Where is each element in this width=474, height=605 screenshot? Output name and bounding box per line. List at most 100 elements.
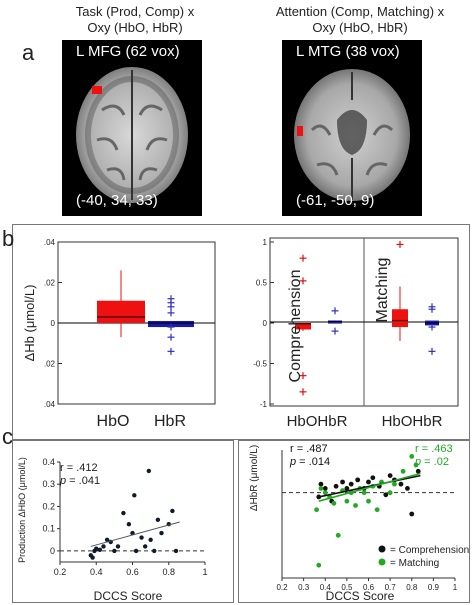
- xlabel-hbr: HbR: [154, 413, 186, 430]
- box-comp-hbo-outlier-2: [299, 372, 307, 380]
- box-hbr-outlier-2: [167, 303, 175, 311]
- scatter-right-comprehension-point-16: [398, 481, 404, 487]
- scatter-left-point-11: [126, 522, 132, 527]
- ytick-label-right-1: 0.5: [256, 279, 268, 288]
- xlabel-pair2: HbOHbR: [382, 413, 443, 430]
- legend-marker-comprehension: [378, 545, 386, 553]
- box-hbr-outlier-3: [167, 309, 175, 317]
- legend-comprehension: = Comprehension: [390, 545, 469, 556]
- right-stat-p-black-label: p: [289, 456, 296, 468]
- fit-line-left: [90, 521, 180, 547]
- xtick-label-c-left-3: 0.8: [162, 567, 175, 577]
- box-comp-hbo-outlier-0: [299, 254, 307, 262]
- scatter-right-comprehension-point-10: [366, 479, 371, 485]
- scatter-left-point-9: [115, 544, 121, 549]
- scatter-left-point-19: [152, 548, 157, 554]
- scatter-right-matching-point-6: [335, 532, 341, 538]
- activation-blob-mfg: [92, 86, 102, 94]
- ytick-label-right-2: 0: [263, 319, 268, 328]
- left-stat-r: r = .412: [60, 462, 98, 474]
- xtick-label-c-right-1: 0.3: [298, 583, 310, 592]
- label-comprehension: Comprehension: [287, 270, 304, 383]
- scatter-right-comprehension-point-6: [344, 486, 350, 491]
- box-match-hbr-outlier-1: [428, 305, 436, 313]
- scatter-left-point-14: [133, 548, 139, 554]
- scatter-right-comprehension-point-18: [409, 511, 415, 517]
- scatter-left-points: [88, 468, 180, 560]
- scatter-left-point-15: [139, 535, 144, 540]
- scatter-right-matching-point-13: [366, 498, 371, 504]
- box-hbr-outlier-5: [167, 333, 175, 341]
- scatter-right-comprehension-point-17: [405, 486, 410, 491]
- fit-line-right-comprehension: [318, 474, 421, 498]
- xlabel-pair1: HbOHbR: [287, 413, 348, 430]
- scatter-right-xlabel: DCCS Score: [326, 589, 395, 603]
- xtick-label-c-right-5: 0.7: [385, 583, 397, 592]
- box-match-hbr-outlier-3: [428, 347, 436, 355]
- panel-b-frame: [12, 224, 470, 440]
- scatter-right-matching-point-21: [413, 462, 419, 468]
- brain-image-left: L MFG (62 vox) (-40, 34, 33): [62, 40, 202, 216]
- scatter-left-point-5: [101, 544, 106, 549]
- ytick-label-right-0: 1: [263, 238, 268, 247]
- activation-blob-mtg: [297, 126, 303, 136]
- right-stat-p-green: p = .02: [414, 456, 449, 468]
- box-match-hbo-outlier-0: [396, 240, 404, 248]
- scatter-right-matching-point-19: [400, 468, 406, 474]
- scatter-right-matching-point-17: [387, 490, 393, 496]
- box-chart-ylabel: ΔHb (μmol/L): [22, 285, 37, 362]
- label-matching: Matching: [374, 258, 391, 323]
- scatter-right-matching-point-8: [344, 498, 350, 504]
- xtick-label-c-right-7: 0.9: [428, 583, 440, 592]
- panel-a-letter: a: [22, 40, 35, 65]
- scatter-right-comprehension-point-14: [387, 473, 393, 478]
- xtick-label-c-left-2: 0.6: [126, 567, 139, 577]
- scatter-right-comprehension-point-7: [348, 481, 354, 487]
- xtick-label-c-left-0: 0.2: [54, 567, 67, 577]
- ytick-label-left-4: .04: [44, 400, 56, 409]
- scatter-right-matching-point-20: [409, 454, 415, 459]
- scatter-right-comprehension-point-8: [355, 477, 361, 483]
- box-chart-left-boxes: [97, 270, 194, 355]
- ytick-label-right-3: -0.5: [253, 360, 267, 369]
- right-stat-r-green: r = .463: [415, 443, 453, 455]
- panel-a-left-title-line2: Oxy (HbO, HbR): [87, 20, 183, 35]
- xtick-label-c-left-1: 0.4: [90, 567, 103, 577]
- scatter-right-comprehension-point-13: [383, 492, 389, 498]
- panel-a-right-title-line1: Attention (Comp, Matching) x: [275, 4, 445, 19]
- panel-a-left-heading: Task (Prod, Comp) x Oxy (HbO, HbR): [40, 4, 230, 36]
- scatter-left-point-4: [97, 547, 103, 552]
- scatter-left-point-13: [132, 493, 137, 498]
- box-match-hbo: [392, 240, 408, 341]
- ytick-label-left-1: .02: [44, 279, 56, 288]
- box-match-hbr: [425, 303, 439, 355]
- right-stat-r-black: r = .487: [290, 443, 328, 455]
- brain-coords-left: (-40, 34, 33): [76, 192, 158, 209]
- box-comp-hbr: [328, 307, 342, 335]
- scatter-left-axes: 0.2 0.4 0.6 0.8 1 0 0.1 0.2 0.3 0.4: [42, 457, 207, 577]
- xtick-label-c-right-6: 0.8: [406, 583, 418, 592]
- brain-axial-slice-right: [294, 69, 410, 201]
- box-match-hbo-box: [392, 309, 408, 328]
- panel-a-left-title-line1: Task (Prod, Comp) x: [75, 4, 195, 19]
- right-stat-p-green-label: p: [414, 456, 421, 468]
- ytick-label-left-0: .04: [44, 238, 56, 247]
- box-comp-hbr-outlier-0: [331, 307, 339, 315]
- box-hbr-outlier-6: [167, 347, 175, 355]
- ytick-label-left-3: .02: [44, 360, 56, 369]
- scatter-right-comprehension-point-11: [370, 475, 376, 481]
- box-hbr: [148, 295, 194, 355]
- scatter-left-point-8: [112, 548, 117, 554]
- brain-label-right: L MTG (38 vox): [296, 43, 400, 60]
- panel-c-letter: c: [2, 424, 13, 449]
- scatter-right-matching-point-12: [361, 490, 367, 496]
- ytick-label-c-left-0: 0: [50, 546, 55, 556]
- brain-image-right: L MTG (38 vox) (-61, -50, 9): [282, 40, 422, 216]
- scatter-right-comprehension-point-19: [415, 468, 421, 474]
- scatter-left-point-20: [155, 517, 161, 522]
- panel-b-letter: b: [2, 226, 15, 251]
- scatter-right-points: [314, 454, 421, 568]
- fit-line-right-matching: [318, 472, 421, 502]
- xtick-label-c-right-8: 1: [453, 583, 458, 592]
